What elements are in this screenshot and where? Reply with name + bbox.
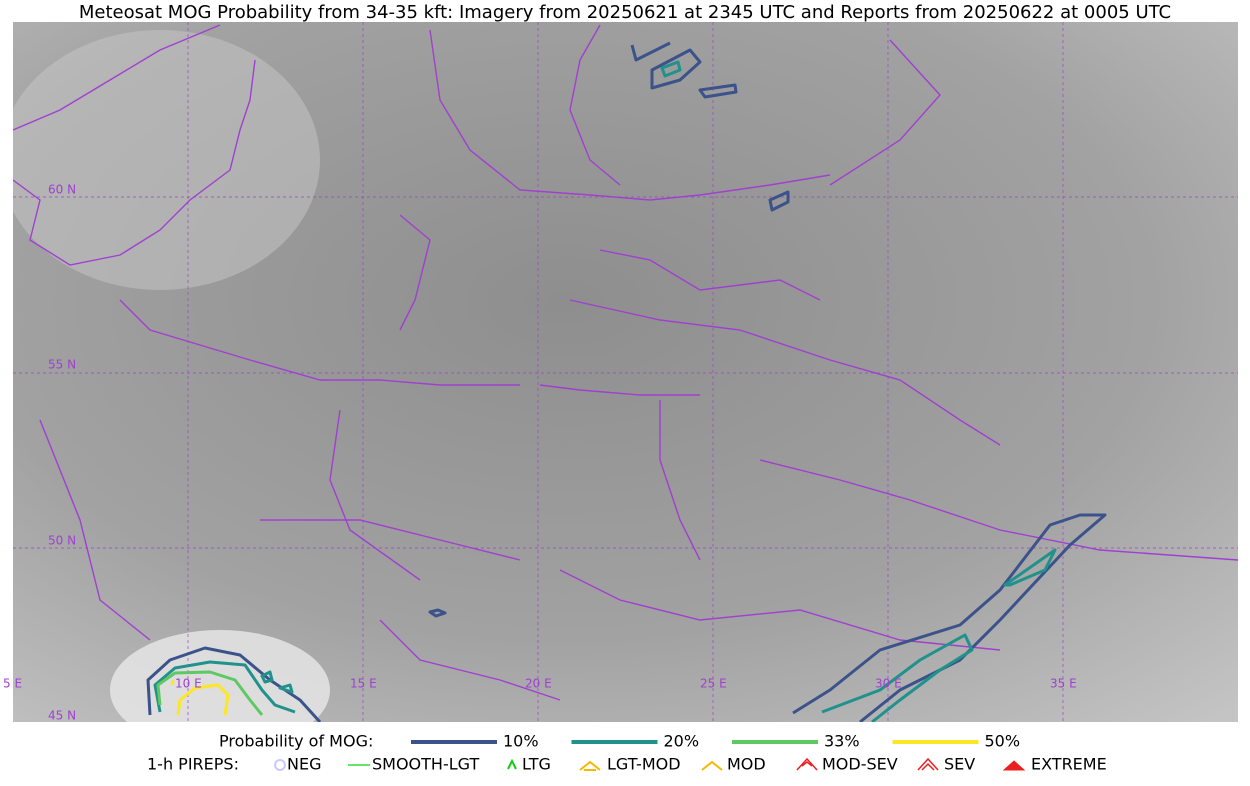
lon-label: 15 E bbox=[350, 677, 377, 691]
lon-label: 30 E bbox=[875, 677, 902, 691]
legend-label: LGT-MOD bbox=[607, 755, 681, 774]
legend-label: MOD-SEV bbox=[822, 755, 898, 774]
coastline bbox=[13, 24, 941, 396]
lon-label: 10 E bbox=[175, 677, 202, 691]
legend-label: EXTREME bbox=[1031, 755, 1107, 774]
legend: Probability of MOG: 10% 20% 33% 50% 1-h PIREP… bbox=[147, 732, 1107, 774]
pirep-icon bbox=[796, 757, 818, 771]
legend-label: SEV bbox=[944, 755, 975, 774]
pirep-icon bbox=[917, 757, 939, 771]
border bbox=[39, 249, 1238, 701]
map-area bbox=[13, 22, 1238, 722]
lat-label: 55 N bbox=[48, 358, 76, 372]
pirep-icon bbox=[1002, 760, 1026, 771]
legend-title: 1-h PIREPS: bbox=[147, 755, 239, 774]
legend-label: LTG bbox=[522, 755, 551, 774]
lon-label: 35 E bbox=[1050, 677, 1077, 691]
pirep-icon bbox=[579, 760, 601, 771]
contour-20 bbox=[153, 60, 1057, 722]
title: Meteosat MOG Probability from 34-35 kft:… bbox=[79, 2, 1171, 23]
legend-label: 50% bbox=[985, 732, 1021, 751]
lat-label: 45 N bbox=[48, 709, 76, 723]
lat-label: 60 N bbox=[48, 183, 76, 197]
pirep-icon bbox=[701, 760, 723, 771]
graticule bbox=[13, 22, 1238, 722]
lat-label: 50 N bbox=[48, 534, 76, 548]
legend-label: SMOOTH-LGT bbox=[372, 755, 479, 774]
pirep-icon bbox=[274, 759, 286, 771]
contour-33 bbox=[156, 670, 264, 716]
contours bbox=[146, 41, 1107, 722]
contour-10 bbox=[146, 41, 1107, 722]
pirep-icon bbox=[507, 758, 517, 770]
grid-labels: 60 N 55 N 50 N 45 N 5 E 10 E 15 E 20 E 25 E 30 E 3… bbox=[3, 183, 1077, 723]
lon-label: 20 E bbox=[525, 677, 552, 691]
legend-label: 10% bbox=[503, 732, 539, 751]
legend-label: 20% bbox=[664, 732, 700, 751]
legend-label: NEG bbox=[287, 755, 321, 774]
legend-label: 33% bbox=[824, 732, 860, 751]
bright-cloud bbox=[13, 30, 320, 290]
lon-label: 25 E bbox=[700, 677, 727, 691]
legend-label: MOD bbox=[727, 755, 766, 774]
lon-label: 5 E bbox=[3, 677, 22, 691]
legend-title: Probability of MOG: bbox=[219, 732, 373, 751]
contour-50 bbox=[170, 679, 230, 716]
